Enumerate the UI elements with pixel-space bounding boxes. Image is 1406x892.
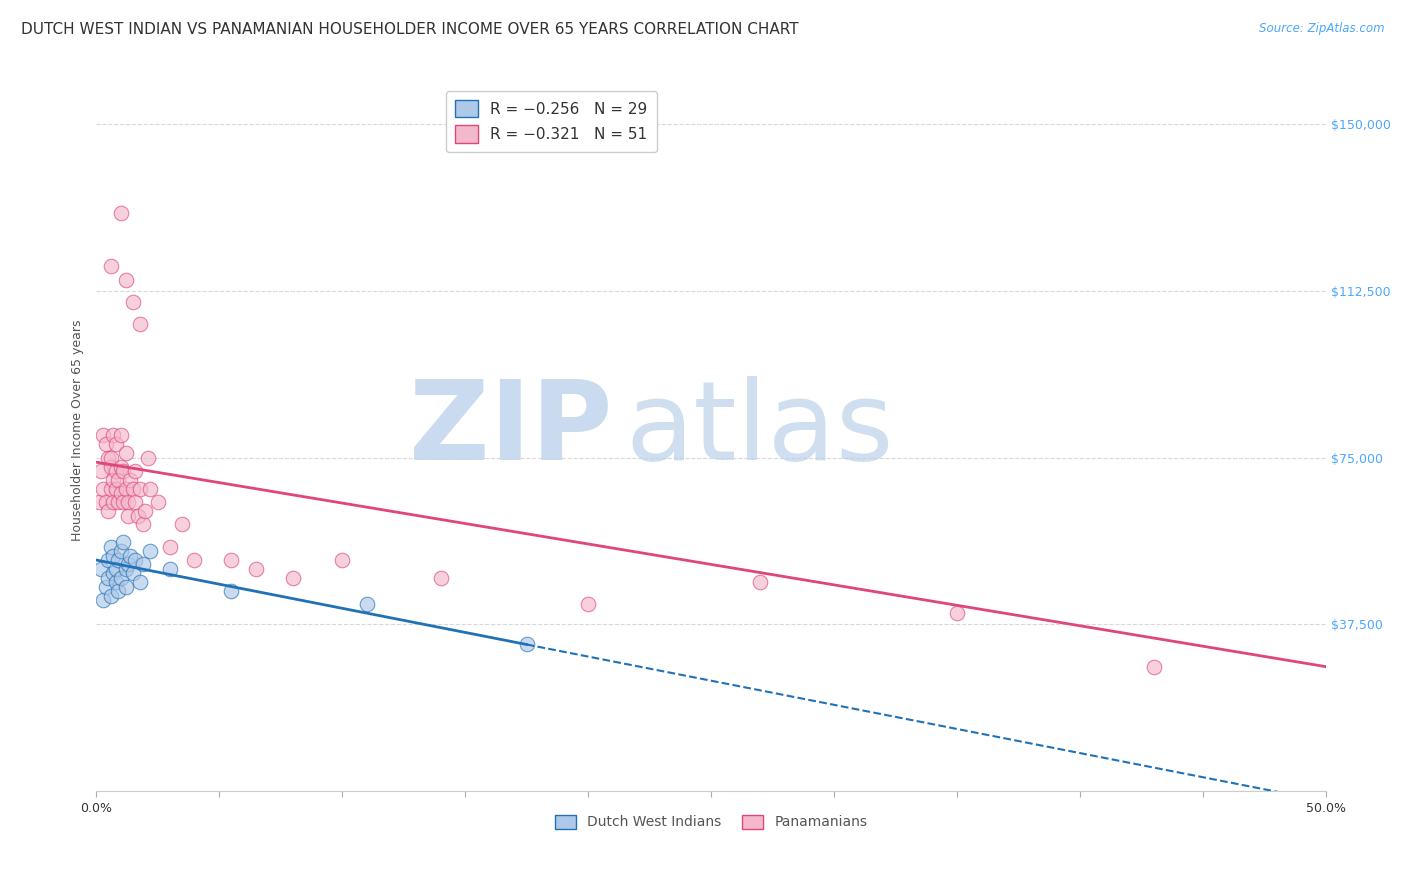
Point: [122, 566, 145, 581]
Point: [516, 638, 538, 652]
Point: [749, 575, 772, 590]
Point: [159, 562, 181, 576]
Point: [356, 598, 378, 612]
Point: [97, 553, 120, 567]
Point: [104, 575, 127, 590]
Text: atlas: atlas: [626, 376, 894, 483]
Point: [107, 584, 129, 599]
Point: [103, 566, 125, 581]
Point: [103, 549, 125, 563]
Point: [132, 558, 155, 572]
Point: [139, 482, 162, 496]
Point: [221, 553, 243, 567]
Point: [114, 580, 136, 594]
Text: Source: ZipAtlas.com: Source: ZipAtlas.com: [1260, 22, 1385, 36]
Point: [104, 562, 127, 576]
Point: [127, 508, 149, 523]
Point: [103, 495, 125, 509]
Point: [159, 540, 181, 554]
Point: [97, 504, 120, 518]
Point: [97, 450, 120, 465]
Point: [281, 571, 304, 585]
Point: [94, 580, 117, 594]
Text: DUTCH WEST INDIAN VS PANAMANIAN HOUSEHOLDER INCOME OVER 65 YEARS CORRELATION CHA: DUTCH WEST INDIAN VS PANAMANIAN HOUSEHOL…: [21, 22, 799, 37]
Point: [129, 482, 152, 496]
Point: [100, 459, 122, 474]
Point: [100, 260, 122, 274]
Point: [129, 575, 152, 590]
Point: [104, 437, 127, 451]
Point: [330, 553, 353, 567]
Point: [94, 495, 117, 509]
Point: [122, 482, 145, 496]
Point: [114, 446, 136, 460]
Point: [107, 553, 129, 567]
Point: [134, 504, 156, 518]
Point: [94, 437, 117, 451]
Point: [100, 589, 122, 603]
Text: ZIP: ZIP: [409, 376, 613, 483]
Point: [172, 517, 194, 532]
Point: [120, 473, 142, 487]
Point: [112, 495, 135, 509]
Point: [129, 318, 152, 332]
Point: [104, 482, 127, 496]
Point: [110, 486, 132, 500]
Y-axis label: Householder Income Over 65 years: Householder Income Over 65 years: [72, 319, 84, 541]
Point: [124, 495, 146, 509]
Point: [100, 540, 122, 554]
Point: [90, 464, 112, 478]
Point: [576, 598, 599, 612]
Point: [110, 428, 132, 442]
Point: [117, 508, 139, 523]
Point: [110, 571, 132, 585]
Point: [90, 562, 112, 576]
Point: [93, 593, 115, 607]
Point: [100, 450, 122, 465]
Point: [1143, 659, 1166, 673]
Point: [107, 495, 129, 509]
Point: [221, 584, 243, 599]
Point: [103, 473, 125, 487]
Point: [103, 428, 125, 442]
Point: [139, 544, 162, 558]
Point: [946, 607, 969, 621]
Point: [112, 535, 135, 549]
Point: [120, 549, 142, 563]
Point: [110, 544, 132, 558]
Point: [97, 571, 120, 585]
Point: [112, 464, 135, 478]
Point: [93, 482, 115, 496]
Point: [124, 553, 146, 567]
Point: [122, 295, 145, 310]
Point: [136, 450, 159, 465]
Point: [87, 495, 110, 509]
Point: [114, 482, 136, 496]
Point: [114, 273, 136, 287]
Point: [110, 206, 132, 220]
Point: [132, 517, 155, 532]
Point: [110, 459, 132, 474]
Point: [114, 562, 136, 576]
Point: [245, 562, 267, 576]
Point: [429, 571, 451, 585]
Point: [117, 495, 139, 509]
Point: [100, 482, 122, 496]
Point: [107, 473, 129, 487]
Point: [146, 495, 169, 509]
Point: [93, 428, 115, 442]
Point: [104, 464, 127, 478]
Point: [183, 553, 205, 567]
Legend: Dutch West Indians, Panamanians: Dutch West Indians, Panamanians: [550, 809, 873, 835]
Point: [124, 464, 146, 478]
Point: [117, 558, 139, 572]
